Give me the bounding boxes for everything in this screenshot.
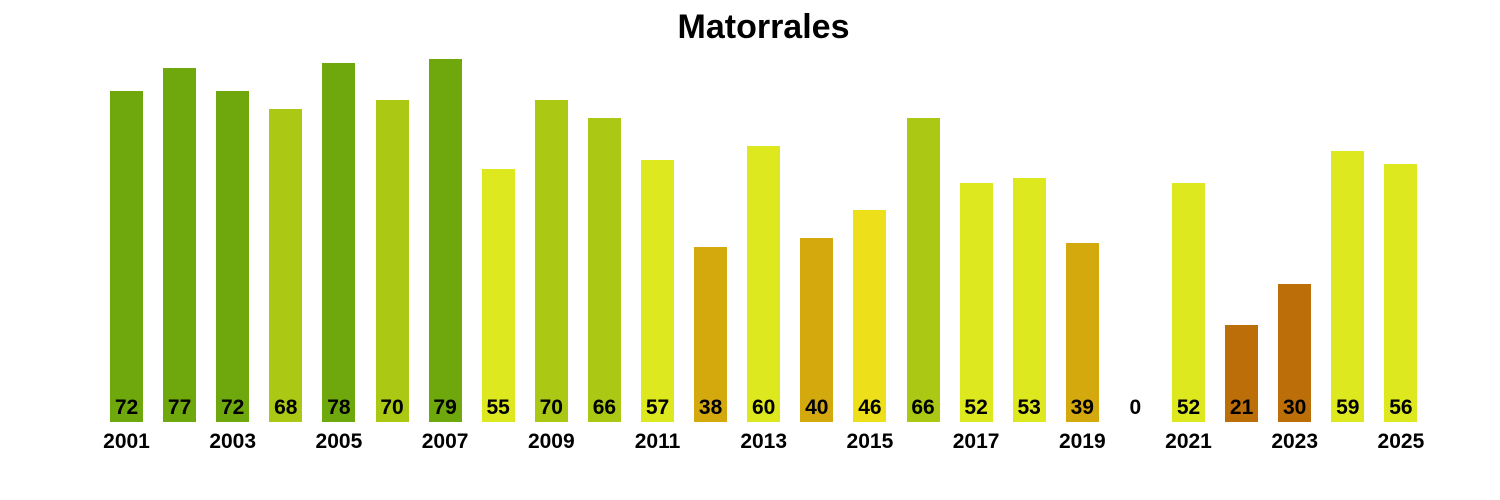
bar-value-label-2003: 72 [221,396,245,419]
x-tick-label-2017: 2017 [952,430,1000,453]
x-tick-label-2013: 2013 [740,430,788,453]
bar-2014 [800,238,834,422]
bar-value-label-2022: 21 [1229,396,1254,419]
bar-value-label-2005: 78 [327,396,351,419]
bar-value-label-2019: 39 [1070,396,1094,419]
x-tick-label-2025: 2025 [1377,430,1425,453]
bar-2003 [216,90,250,422]
x-tick-label-2009: 2009 [527,430,575,453]
bar-2012 [694,247,728,422]
bar-value-label-2006: 70 [380,396,404,419]
x-tick-label-2001: 2001 [103,430,150,453]
bar-value-label-2023: 30 [1283,396,1307,419]
bar-value-label-2018: 53 [1017,396,1041,419]
bar-value-label-2020: 0 [1129,396,1142,419]
bar-value-label-2014: 40 [805,396,829,419]
x-tick-label-2003: 2003 [209,430,257,453]
bar-value-label-2004: 68 [274,396,298,419]
bar-2001 [110,90,143,422]
bar-value-label-2016: 66 [911,396,935,419]
bar-value-label-2002: 77 [167,396,192,419]
bar-2002 [163,67,197,422]
bar-2021 [1172,182,1205,422]
bar-value-label-2009: 70 [539,396,563,419]
bar-value-label-2011: 57 [645,396,670,419]
bar-2022 [1225,325,1259,422]
bar-2025 [1384,164,1418,422]
bar-value-label-2007: 79 [433,396,457,419]
x-tick-label-2023: 2023 [1271,430,1319,453]
bar-value-label-2015: 46 [858,396,882,419]
bar-2016 [906,118,940,422]
x-tick-label-2005: 2005 [315,430,363,453]
bar-2005 [322,63,356,422]
bar-2011 [641,159,674,422]
bar-value-label-2025: 56 [1389,396,1413,419]
bar-2004 [269,109,303,422]
bar-2007 [428,58,462,422]
bar-2023 [1278,284,1312,422]
x-tick-label-2019: 2019 [1058,430,1106,453]
chart-title: Matorrales [677,8,850,46]
bar-value-label-2008: 55 [486,396,510,419]
bar-2018 [1012,178,1046,422]
bar-2017 [959,182,993,422]
bar-value-label-2021: 52 [1176,396,1201,419]
bar-2024 [1331,150,1365,422]
bar-2019 [1065,242,1099,422]
bar-2008 [481,169,515,422]
x-tick-label-2007: 2007 [421,430,469,453]
x-tick-label-2015: 2015 [846,430,894,453]
bar-2006 [375,100,409,422]
bar-2010 [587,118,621,422]
bar-value-label-2024: 59 [1336,396,1360,419]
bar-value-label-2010: 66 [592,396,617,419]
bar-value-label-2012: 38 [698,396,723,419]
bar-2015 [853,210,887,422]
bar-value-label-2001: 72 [114,396,139,419]
x-tick-label-2021: 2021 [1165,430,1212,453]
bar-2009 [534,100,568,422]
bar-2013 [747,146,781,422]
bar-value-label-2017: 52 [964,396,988,419]
bar-value-label-2013: 60 [752,396,776,419]
x-tick-label-2011: 2011 [634,430,681,453]
